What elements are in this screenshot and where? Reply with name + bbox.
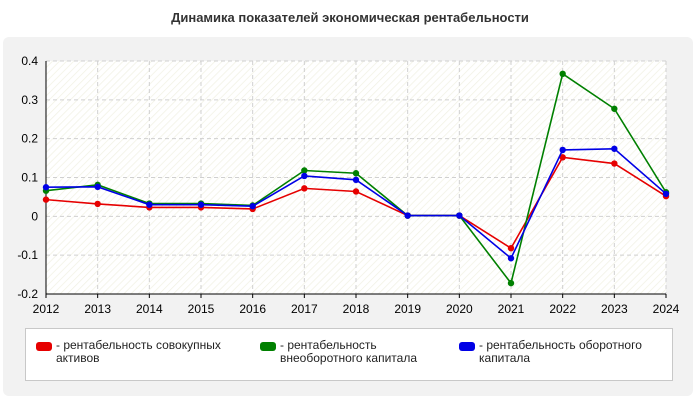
x-tick-label: 2016 bbox=[239, 302, 266, 316]
data-point-series-2 bbox=[559, 70, 566, 78]
x-tick-label: 2018 bbox=[343, 302, 370, 316]
data-point-series-2 bbox=[352, 170, 360, 177]
data-point-series-3 bbox=[301, 172, 308, 180]
y-tick-label: 0.2 bbox=[21, 132, 38, 146]
x-tick-label: 2015 bbox=[188, 302, 215, 316]
legend-label-assets: - рентабельность совокупных активов bbox=[56, 338, 221, 365]
y-tick-label: 0.3 bbox=[21, 93, 38, 107]
data-point-series-3 bbox=[662, 190, 670, 198]
data-point-series-1 bbox=[42, 196, 50, 203]
x-tick-label: 2017 bbox=[291, 302, 318, 316]
legend-item-assets: - рентабельность совокупных активов bbox=[36, 339, 236, 365]
y-tick-label: 0.1 bbox=[21, 171, 38, 185]
data-point-series-1 bbox=[352, 188, 360, 195]
legend-swatch-working bbox=[459, 342, 475, 351]
y-tick-label: -0.1 bbox=[17, 248, 38, 262]
data-point-series-3 bbox=[352, 176, 360, 184]
data-point-series-1 bbox=[301, 185, 308, 192]
x-tick-label: 2023 bbox=[601, 302, 628, 316]
data-point-series-1 bbox=[611, 160, 618, 167]
data-point-series-3 bbox=[249, 203, 256, 210]
data-point-series-3 bbox=[404, 212, 411, 219]
data-point-series-3 bbox=[507, 255, 515, 262]
x-tick-label: 2014 bbox=[136, 302, 163, 316]
y-tick-label: 0.4 bbox=[21, 54, 38, 68]
x-tick-label: 2013 bbox=[84, 302, 111, 316]
legend-item-working: - рентабельность оборотного капитала bbox=[459, 339, 664, 365]
x-tick-label: 2019 bbox=[394, 302, 421, 316]
data-point-series-2 bbox=[301, 167, 308, 174]
data-point-series-3 bbox=[42, 184, 50, 191]
data-point-series-3 bbox=[146, 201, 153, 208]
x-tick-label: 2024 bbox=[653, 302, 680, 316]
y-tick-label: 0 bbox=[31, 209, 38, 223]
legend-label-working: - рентабельность оборотного капитала bbox=[479, 338, 642, 365]
data-point-series-2 bbox=[507, 279, 515, 287]
legend-label-noncurrent: - рентабельность внеоборотного капитала bbox=[280, 338, 417, 365]
data-point-series-3 bbox=[197, 201, 205, 208]
data-point-series-3 bbox=[611, 145, 618, 152]
y-tick-label: -0.2 bbox=[17, 287, 38, 301]
chart-legend: - рентабельность совокупных активов - ре… bbox=[25, 328, 673, 381]
data-point-series-1 bbox=[94, 200, 101, 208]
x-tick-label: 2022 bbox=[549, 302, 576, 316]
data-point-series-1 bbox=[507, 244, 515, 252]
data-point-series-3 bbox=[559, 146, 566, 154]
data-point-series-1 bbox=[559, 154, 566, 161]
data-point-series-3 bbox=[456, 212, 463, 219]
x-tick-label: 2021 bbox=[498, 302, 525, 316]
x-tick-label: 2020 bbox=[446, 302, 473, 316]
legend-swatch-noncurrent bbox=[260, 342, 276, 351]
data-point-series-3 bbox=[94, 183, 101, 191]
data-point-series-2 bbox=[611, 105, 618, 112]
legend-swatch-assets bbox=[36, 342, 52, 351]
chart-title: Динамика показателей экономическая рента… bbox=[171, 10, 529, 25]
legend-item-noncurrent: - рентабельность внеоборотного капитала bbox=[260, 339, 450, 365]
x-tick-label: 2012 bbox=[33, 302, 60, 316]
